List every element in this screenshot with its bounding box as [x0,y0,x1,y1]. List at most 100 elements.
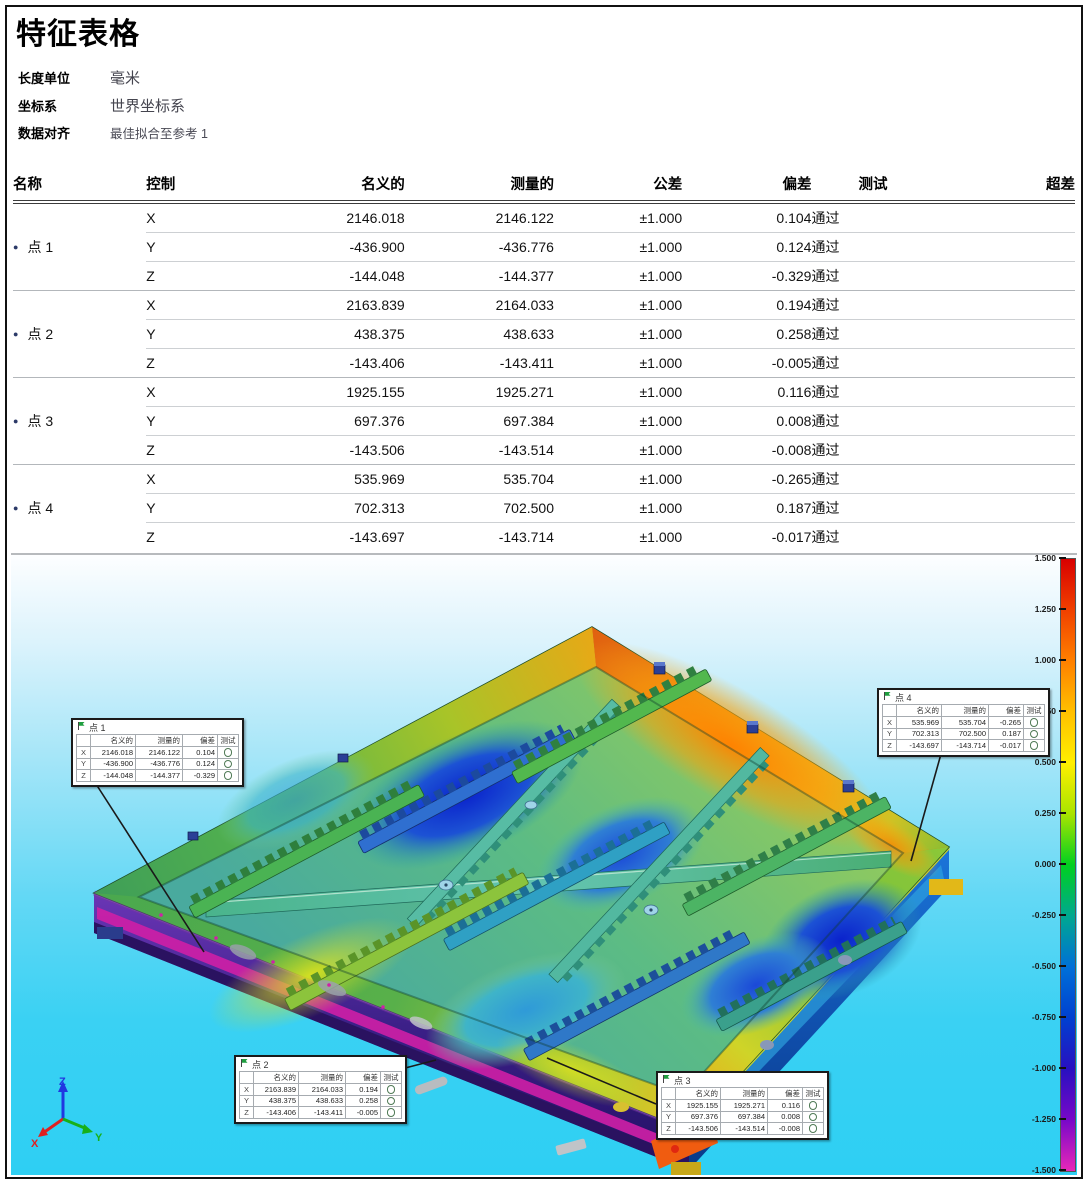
table-cell: 2146.122 [495,210,554,226]
callout-col-header: 偏差 [182,734,218,747]
table-cell: 2163.839 [252,290,405,320]
colorbar-tick-mark [1059,1169,1066,1171]
callout-title: 点 2 [252,1059,269,1070]
callout-col-header: 测试 [802,1087,824,1100]
callout-point-2[interactable]: 点 2 名义的 测量的 偏差 测试 X 2163.839 2164.033 0.194 Y 438.… [234,1055,407,1124]
callout-point-3[interactable]: 点 3 名义的 测量的 偏差 测试 X 1925.155 1925.271 0.116 Y 697.… [656,1071,829,1140]
callout-table: 名义的 测量的 偏差 测试 X 1925.155 1925.271 0.116 Y 697.376… [661,1087,824,1135]
table-cell: 通过 [811,435,958,465]
feature-table: 名称 控制 名义的 测量的 公差 偏差 测试 超差 ● 点 1 X 2146.018 2… [13,165,1075,551]
callout-cell: -143.697 [896,739,942,752]
callout-cell: -0.008 [767,1122,803,1135]
status-circle-icon [223,771,233,780]
table-cell: Z [146,522,253,551]
table-cell: 1925.155 [252,377,405,407]
z-axis-arrow [58,1081,68,1092]
colorbar-tick-mark [1059,914,1066,916]
callout-cell: -143.506 [675,1122,721,1135]
callout-row: Y 697.376 697.384 0.008 [661,1110,824,1123]
table-cell: -143.506 [252,435,405,465]
table-cell: 0.194 [682,290,812,320]
colorbar-tick-label: -1.000 [1031,1062,1056,1073]
table-cell [957,319,1075,349]
feature-name: ● 点 3 [13,377,147,465]
point-bullet-icon: ● [13,416,19,426]
colorbar-tick-label: 0.250 [1034,807,1056,818]
meta-length-unit: 长度单位 毫米 [18,67,208,88]
callout-cell: Z [882,739,897,752]
table-cell: Y [146,319,253,349]
callout-col-header: 测量的 [720,1087,768,1100]
colorbar-tick-mark [1059,557,1066,559]
table-cell: -0.005 [682,348,812,378]
callout-cell: 2146.018 [90,746,136,759]
callout-point-4[interactable]: 点 4 名义的 测量的 偏差 测试 X 535.969 535.704 -0.265 Y 702.3… [877,688,1050,757]
table-cell: Y [146,493,253,523]
callout-row: Y 438.375 438.633 0.258 [239,1094,402,1107]
page-title: 特征表格 [16,18,140,51]
leader-lines [95,753,942,1105]
table-cell: Z [146,348,253,378]
table-cell: 0.258 [682,319,812,349]
table-cell: 438.375 [252,319,405,349]
table-cell: 通过 [811,464,958,494]
table-cell: Y [146,232,253,262]
colorbar-tick-label: 0.000 [1034,858,1056,869]
callout-table: 名义的 测量的 偏差 测试 X 2146.018 2146.122 0.104 Y -436.90… [76,734,239,782]
colorbar-tick-mark [1059,608,1066,610]
callout-cell: -144.377 [135,769,183,782]
table-cell [957,435,1075,465]
callout-col-header: 测量的 [135,734,183,747]
callout-row: X 1925.155 1925.271 0.116 [661,1099,824,1112]
status-circle-icon [223,748,233,757]
table-cell: -143.514 [404,435,554,465]
callout-cell: -0.329 [182,769,218,782]
callout-point-1[interactable]: 点 1 名义的 测量的 偏差 测试 X 2146.018 2146.122 0.104 Y -436… [71,718,244,787]
callout-cell: X [76,746,91,759]
table-cell [957,377,1075,407]
callout-col-header: 测量的 [941,704,989,717]
status-circle-icon [386,1096,396,1105]
table-cell: ±1.000 [553,377,683,407]
table-cell: ±1.000 [553,464,683,494]
table-cell: 2146.018 [346,210,405,226]
meta-value: 最佳拟合至参考 1 [110,127,208,141]
callout-title: 点 3 [674,1075,691,1086]
meta-label: 坐标系 [18,99,58,114]
colorbar-tick-label: 1.250 [1034,603,1056,614]
table-row: Y 438.375 438.633 ±1.000 0.258 通过 [13,319,1075,349]
table-cell: Z [146,435,253,465]
callout-cell: 0.124 [182,757,218,770]
callout-cell: 0.116 [767,1099,803,1112]
table-cell: -144.377 [404,261,554,291]
table-cell [957,522,1075,551]
callout-table: 名义的 测量的 偏差 测试 X 535.969 535.704 -0.265 Y 702.313 7… [882,704,1045,752]
serrated-rails [189,664,908,1061]
hardware-details [159,662,855,1156]
colorbar-tick-mark [1059,710,1066,712]
callout-col-header: 名义的 [675,1087,721,1100]
flag-icon [240,1058,249,1070]
flag-icon [662,1074,671,1086]
table-cell: 0.104 [776,210,812,226]
callout-cell: 702.313 [896,727,942,740]
callout-col-header [882,704,897,717]
viewport-3d[interactable]: 1.5001.2501.0000.7500.5000.2500.000-0.25… [11,553,1077,1175]
leader-line [95,783,205,953]
table-cell: ±1.000 [553,406,683,436]
table-cell: X [146,210,156,226]
table-cell: 通过 [811,377,958,407]
meta-label: 长度单位 [18,71,71,86]
table-cell: 697.384 [404,406,554,436]
col-header-test: 测试 [811,165,958,204]
table-cell: -0.017 [682,522,812,551]
table-row: Y -436.900 -436.776 ±1.000 0.124 通过 [13,232,1075,262]
leader-line [546,1057,657,1105]
callout-row: Z -144.048 -144.377 -0.329 [76,769,239,782]
colorbar-tick-mark [1059,1067,1066,1069]
colorbar-tick-label: -1.250 [1031,1113,1056,1124]
table-row: ● 点 1 X 2146.018 2146.122 ±1.000 0.104 通过 [13,202,1075,255]
callout-cell: 0.008 [767,1110,803,1123]
colorbar-tick-mark [1059,659,1066,661]
status-circle-icon [386,1108,396,1117]
